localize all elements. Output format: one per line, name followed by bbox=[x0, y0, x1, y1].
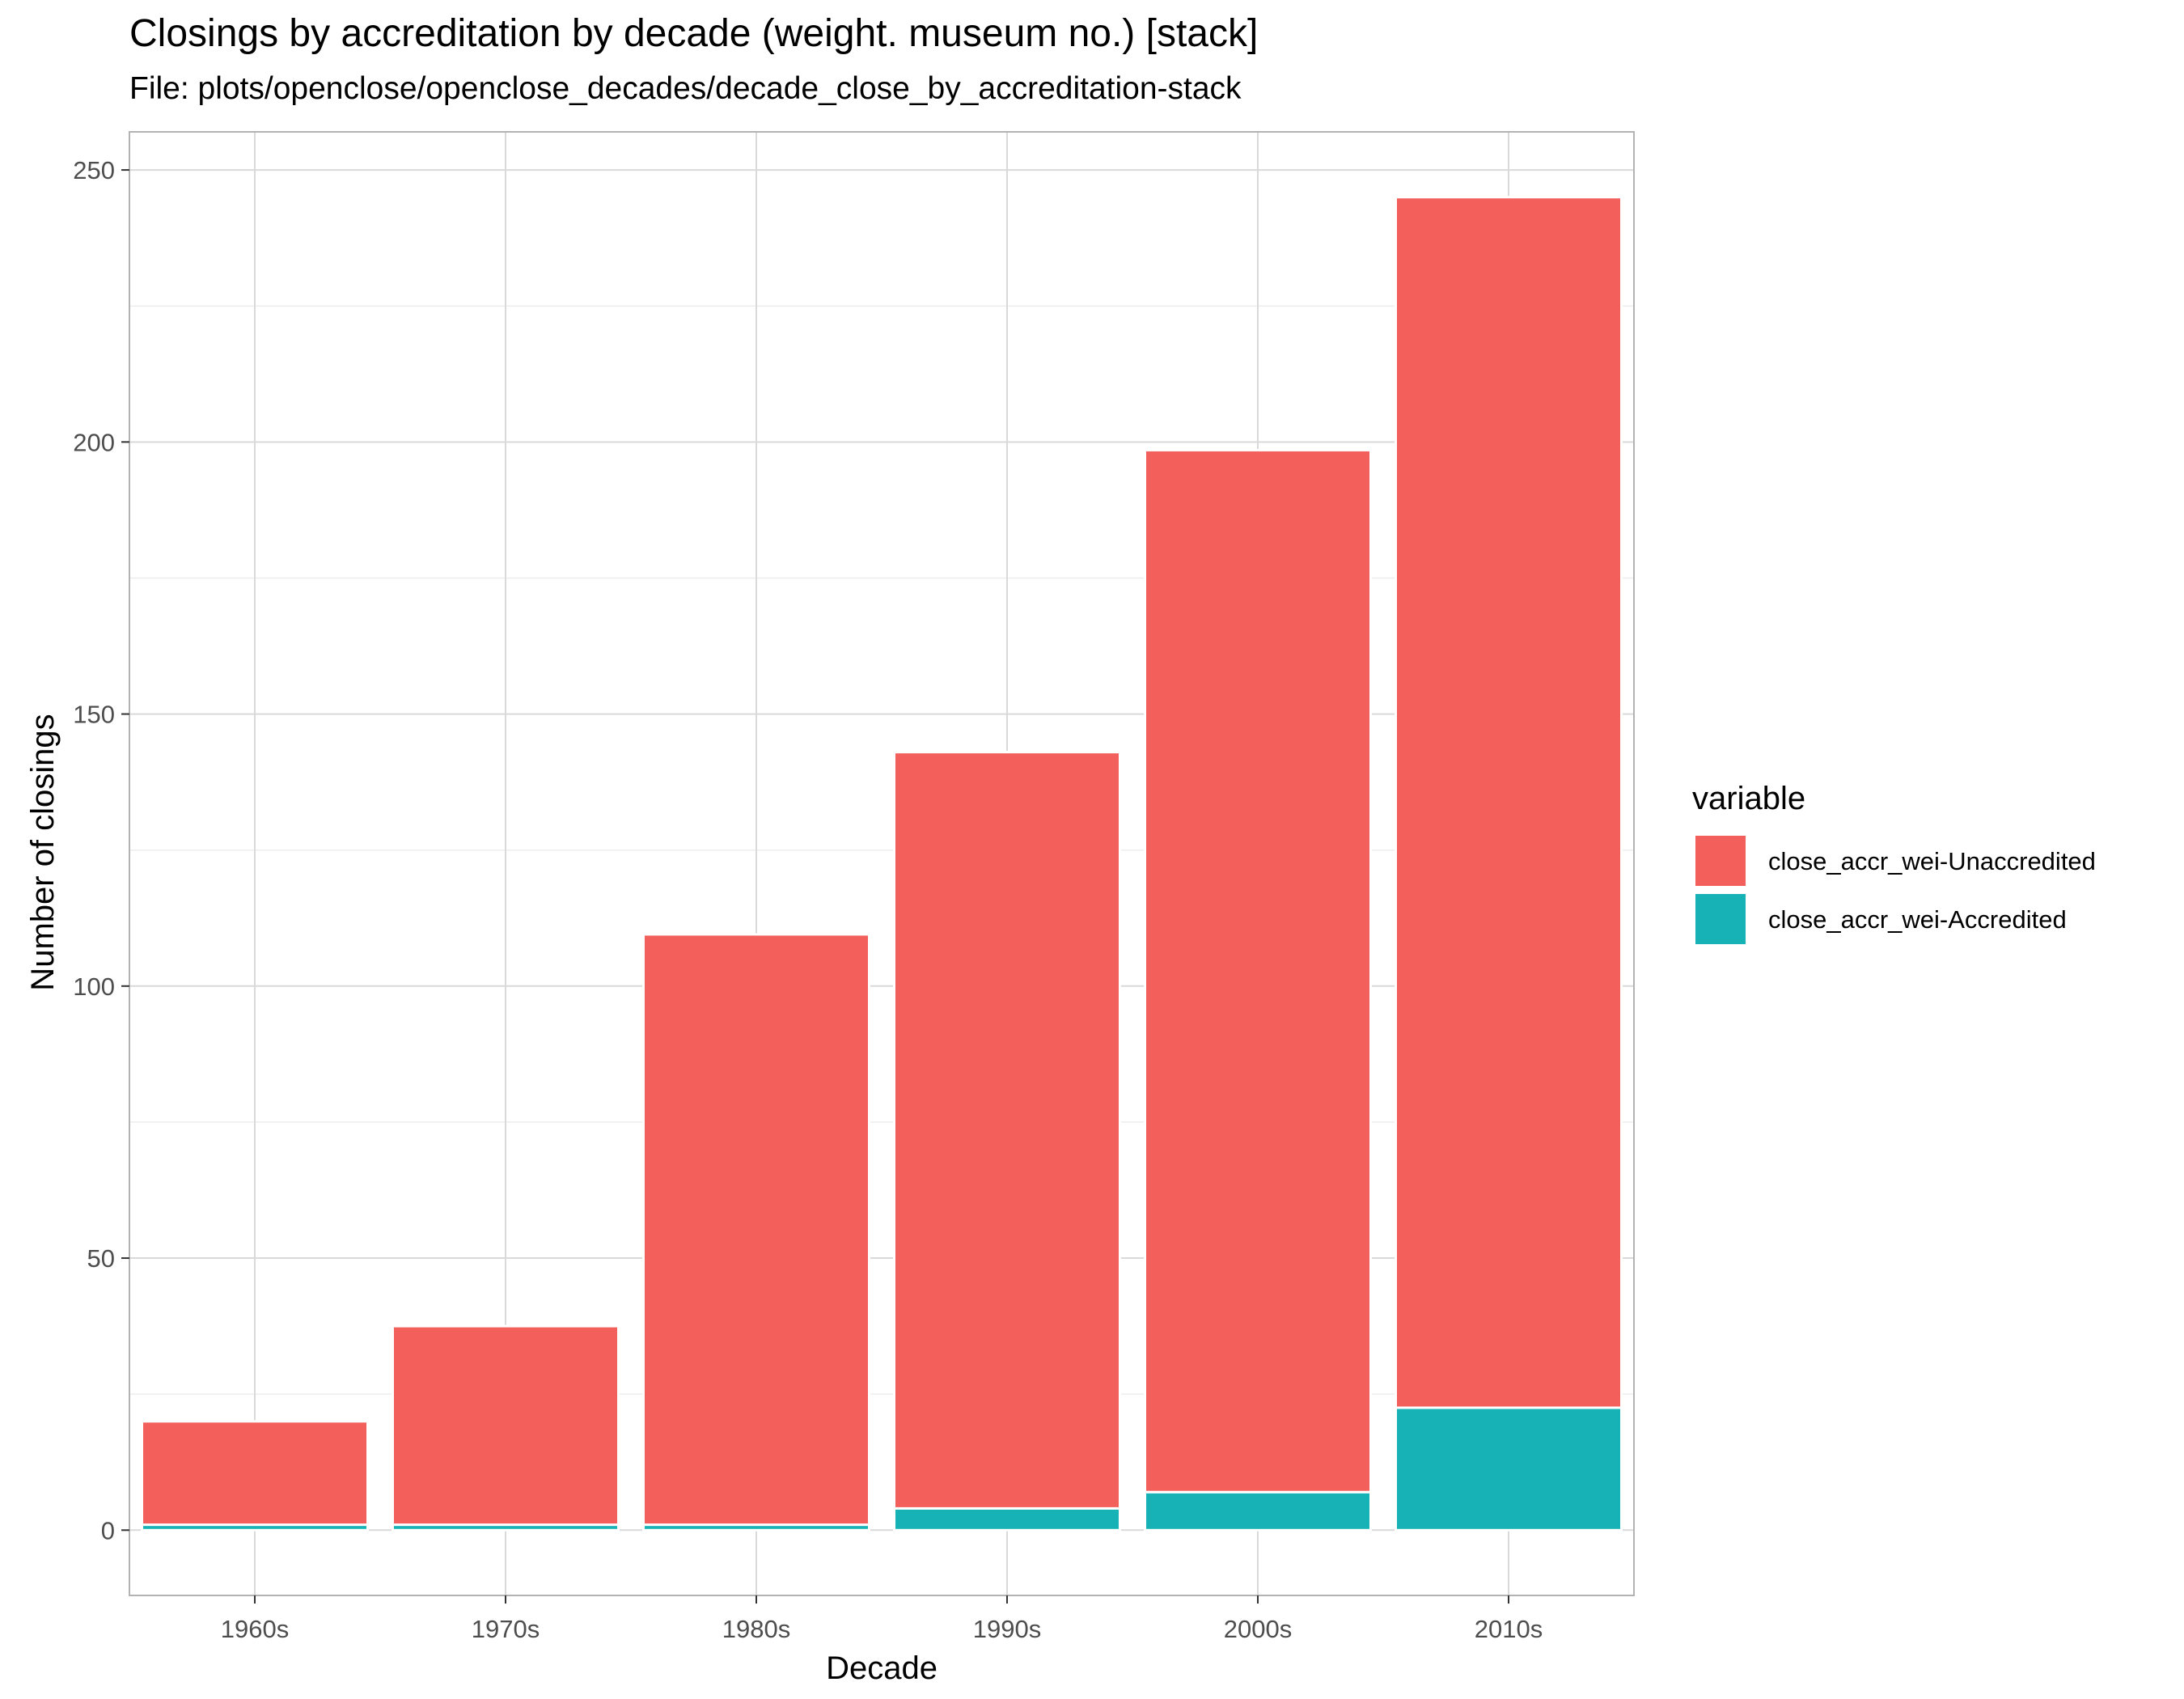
bars bbox=[141, 196, 1623, 1532]
chart-subtitle: File: plots/openclose/openclose_decades/… bbox=[129, 71, 1242, 106]
y-axis-ticks: 0 50 100 150 200 250 bbox=[73, 156, 129, 1544]
x-tick-label: 1990s bbox=[973, 1615, 1041, 1643]
y-tick-label: 50 bbox=[87, 1244, 115, 1273]
y-axis-title: Number of closings bbox=[25, 714, 61, 990]
y-tick-label: 150 bbox=[73, 701, 115, 729]
bar-1970s-unaccredited bbox=[392, 1324, 620, 1527]
legend-label: close_accr_wei-Unaccredited bbox=[1768, 847, 2096, 875]
legend: variable close_accr_wei-Unaccreditedclos… bbox=[1692, 781, 2096, 944]
chart-title: Closings by accreditation by decade (wei… bbox=[129, 12, 1259, 55]
bar-1960s-unaccredited bbox=[141, 1420, 369, 1527]
bar-2010s-unaccredited bbox=[1395, 196, 1623, 1409]
bar-2010s-accredited bbox=[1395, 1406, 1623, 1532]
bar-1980s-unaccredited bbox=[642, 933, 870, 1527]
bar-2000s-unaccredited bbox=[1144, 448, 1372, 1494]
x-tick-label: 2000s bbox=[1224, 1615, 1292, 1643]
x-axis-ticks: 1960s 1970s 1980s 1990s 2000s 2010s bbox=[221, 1595, 1543, 1643]
panel-border bbox=[129, 131, 1635, 1596]
bar-1990s-accredited bbox=[893, 1506, 1121, 1532]
y-tick-label: 250 bbox=[73, 156, 115, 184]
y-tick-label: 200 bbox=[73, 428, 115, 456]
legend-label: close_accr_wei-Accredited bbox=[1768, 905, 2067, 934]
y-tick-label: 100 bbox=[73, 972, 115, 1001]
legend-swatch bbox=[1695, 836, 1746, 886]
x-tick-label: 1970s bbox=[472, 1615, 540, 1643]
x-axis-title: Decade bbox=[826, 1650, 938, 1686]
legend-swatch bbox=[1695, 894, 1746, 944]
legend-title: variable bbox=[1692, 781, 1805, 816]
x-tick-label: 1980s bbox=[722, 1615, 790, 1643]
bar-1990s-unaccredited bbox=[893, 751, 1121, 1510]
x-tick-label: 1960s bbox=[221, 1615, 289, 1643]
x-tick-label: 2010s bbox=[1475, 1615, 1543, 1643]
y-tick-label: 0 bbox=[101, 1516, 115, 1544]
bar-2000s-accredited bbox=[1144, 1490, 1372, 1532]
